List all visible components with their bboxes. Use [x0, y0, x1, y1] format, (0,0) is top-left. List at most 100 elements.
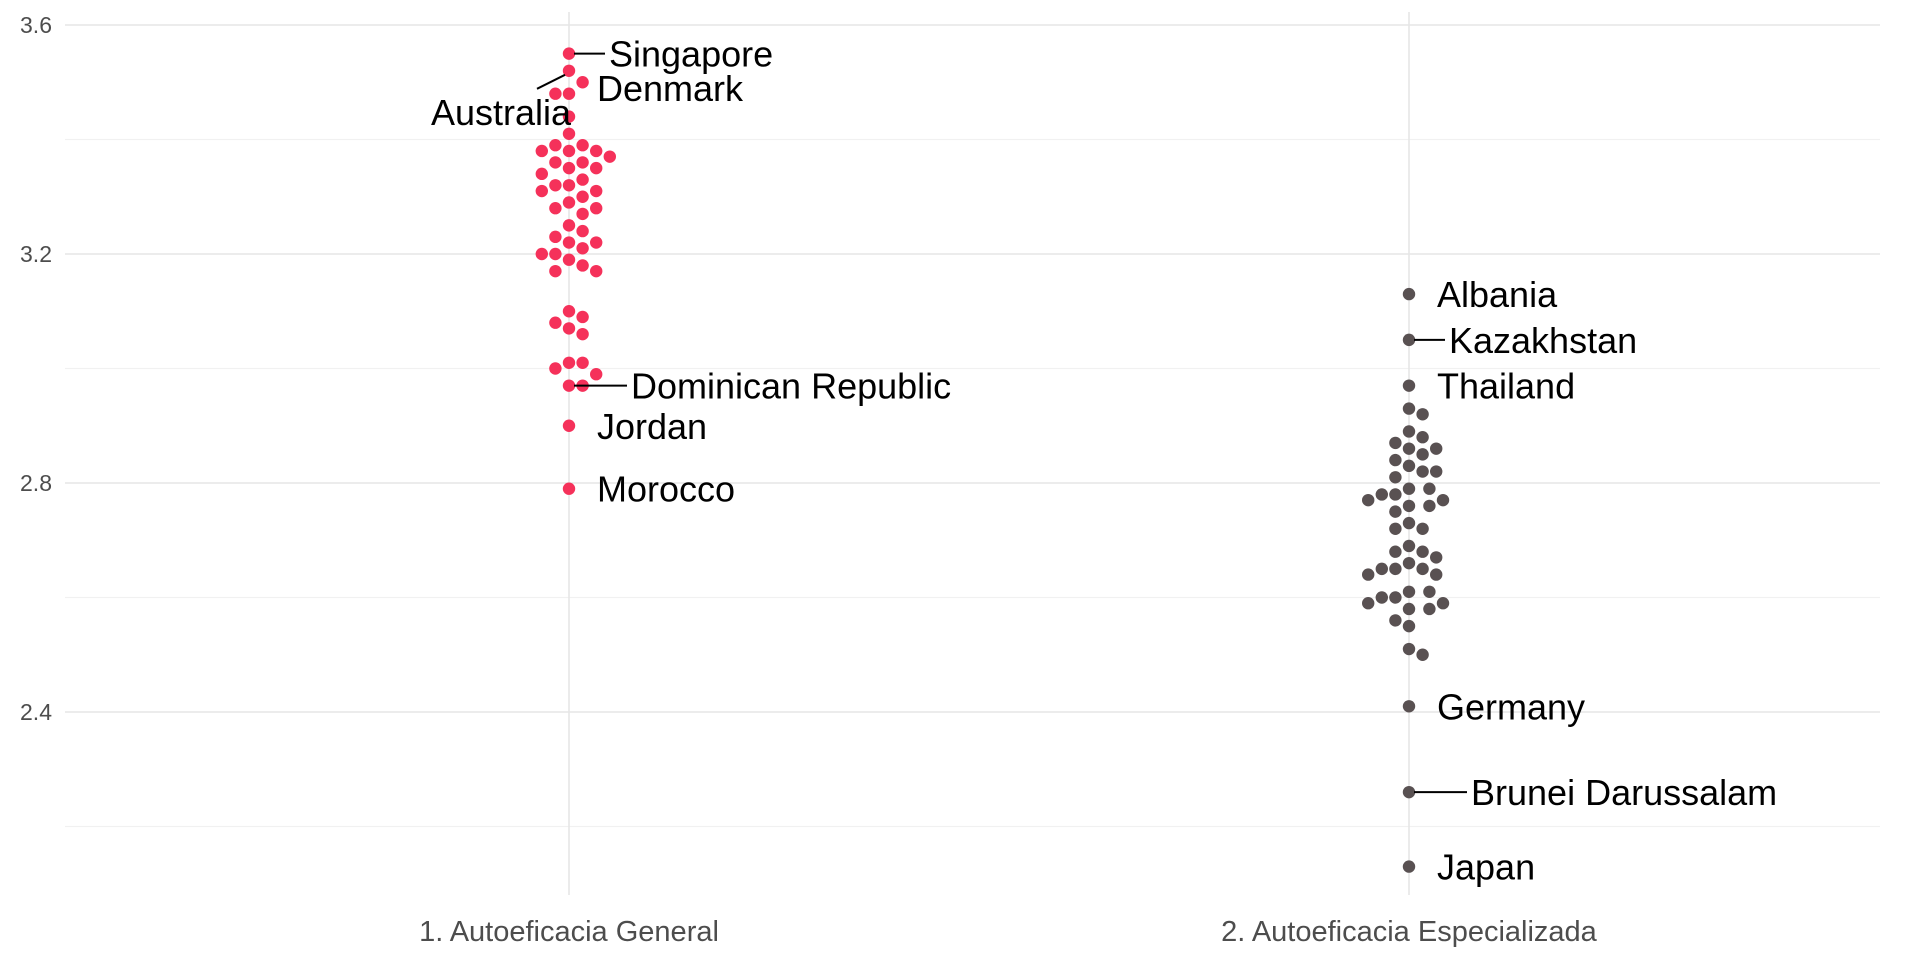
data-point	[562, 47, 576, 60]
data-point	[1389, 505, 1402, 518]
data-point	[1416, 431, 1429, 444]
data-point	[562, 379, 576, 392]
data-point	[576, 173, 589, 186]
data-point	[576, 242, 589, 255]
data-point	[562, 110, 576, 123]
data-point	[576, 356, 589, 369]
data-point	[1402, 516, 1416, 530]
data-point	[576, 207, 589, 221]
x-tick-label: 2. Autoeficacia Especializada	[1221, 916, 1597, 948]
data-point	[576, 327, 589, 341]
data-point	[603, 150, 616, 163]
label-leader-line	[536, 73, 566, 90]
data-point	[549, 247, 562, 261]
y-tick-label: 2.8	[20, 470, 52, 496]
data-point	[1375, 488, 1389, 501]
data-point	[562, 482, 576, 495]
point-label: Albania	[1437, 274, 1558, 315]
data-point	[1402, 539, 1416, 553]
data-point	[576, 156, 589, 169]
data-point	[549, 316, 562, 329]
data-point	[1362, 493, 1375, 507]
data-point	[1430, 551, 1443, 564]
point-label: Japan	[1437, 847, 1535, 888]
data-point	[590, 202, 603, 215]
data-point	[590, 368, 603, 381]
point-label: Kazakhstan	[1449, 320, 1637, 361]
data-point	[1436, 493, 1450, 507]
y-tick-label: 2.4	[20, 699, 52, 725]
data-point	[1402, 402, 1416, 415]
data-point	[1416, 465, 1429, 478]
data-point	[562, 127, 576, 140]
data-point	[1416, 448, 1429, 461]
data-point	[1389, 471, 1402, 484]
data-point	[562, 196, 576, 209]
data-point	[1402, 602, 1416, 616]
data-point	[576, 259, 589, 272]
data-point	[576, 190, 589, 203]
data-point	[549, 156, 562, 169]
data-point	[1389, 522, 1402, 535]
data-point	[1416, 562, 1429, 576]
data-point	[1389, 453, 1402, 467]
data-point	[535, 167, 548, 181]
data-point	[562, 356, 576, 369]
data-point	[1416, 545, 1429, 558]
data-point	[576, 76, 589, 89]
data-point	[590, 184, 603, 198]
data-point	[576, 139, 589, 152]
data-point	[1423, 499, 1436, 513]
data-point	[1402, 700, 1416, 713]
data-point	[1402, 425, 1416, 438]
data-point	[590, 161, 603, 175]
data-point	[1423, 585, 1436, 598]
data-point	[1423, 602, 1436, 616]
data-point	[562, 236, 576, 249]
data-point	[535, 184, 548, 198]
data-point	[562, 179, 576, 192]
data-points	[535, 47, 1450, 873]
data-point	[1389, 488, 1402, 501]
data-point	[1402, 556, 1416, 570]
point-label: Germany	[1437, 686, 1585, 727]
data-point	[562, 305, 576, 318]
data-point	[1389, 614, 1402, 627]
data-point	[1375, 562, 1389, 576]
data-point	[1430, 442, 1443, 455]
point-label: Dominican Republic	[631, 366, 951, 407]
data-point	[562, 419, 576, 432]
data-point	[1402, 585, 1416, 598]
point-label: Thailand	[1437, 366, 1575, 407]
point-label: Australia	[431, 92, 572, 133]
data-point	[562, 87, 576, 100]
y-axis: 2.4 2.8 3.2 3.6	[20, 12, 52, 725]
data-point	[576, 310, 589, 324]
data-point	[549, 179, 562, 192]
data-point	[1389, 591, 1402, 604]
point-labels: Singapore Australia Denmark Dominican Repub…	[431, 34, 1777, 888]
data-point	[549, 87, 562, 100]
point-label: Morocco	[597, 469, 735, 510]
point-label: Denmark	[597, 68, 744, 109]
data-point	[1402, 333, 1416, 347]
data-point	[1416, 408, 1429, 421]
data-point	[562, 64, 576, 78]
point-label: Singapore	[609, 34, 773, 75]
data-point	[1402, 482, 1416, 495]
y-tick-label: 3.6	[20, 12, 52, 38]
data-point	[1430, 568, 1443, 581]
label-leaders	[536, 52, 1467, 794]
data-point	[1389, 562, 1402, 576]
data-point	[549, 230, 562, 244]
x-axis: 1. Autoeficacia General 2. Autoeficacia E…	[419, 916, 1598, 948]
data-point	[1402, 287, 1416, 301]
data-point	[1402, 785, 1416, 799]
data-point	[562, 219, 576, 232]
data-point	[549, 139, 562, 152]
data-point	[549, 264, 562, 278]
data-point	[1402, 860, 1416, 873]
point-label: Jordan	[597, 406, 707, 447]
data-point	[1362, 597, 1375, 610]
